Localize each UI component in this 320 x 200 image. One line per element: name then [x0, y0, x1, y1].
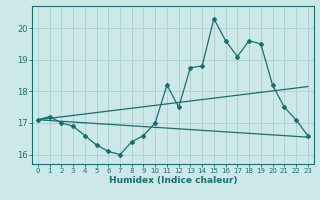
X-axis label: Humidex (Indice chaleur): Humidex (Indice chaleur)	[108, 176, 237, 185]
